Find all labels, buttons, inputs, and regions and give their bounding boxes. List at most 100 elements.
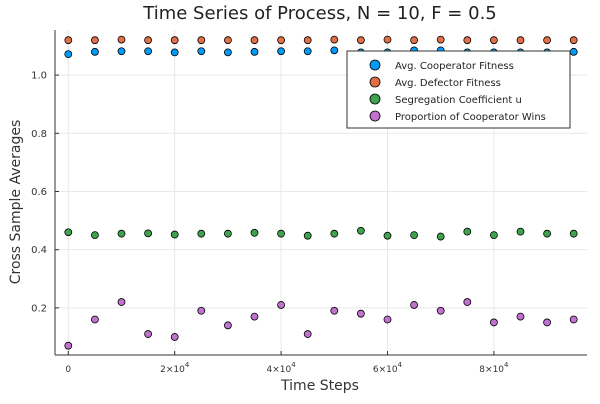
data-point [543,36,551,45]
data-point [463,298,472,306]
data-point [91,47,99,56]
series-2 [64,35,578,45]
data-point [91,231,99,240]
legend-items: Avg. Cooperator Fitness Avg. Defector Fit… [369,59,546,123]
data-point [463,36,472,45]
legend-marker [369,59,381,71]
series-4 [64,298,578,350]
legend-label: Segregation Coefficient u [395,95,522,106]
data-points [64,35,578,350]
x-tick-exponent: 4 [185,361,190,369]
data-point [489,318,498,327]
legend-marker [369,110,381,122]
x-axis-label: Time Steps [280,378,359,394]
axes [54,30,587,356]
data-point [330,306,339,315]
data-point [303,330,312,338]
data-point [277,301,286,309]
data-point [170,48,179,57]
data-point [64,341,73,350]
data-point [516,312,525,321]
data-point [489,36,498,45]
data-point [569,229,578,238]
data-point [330,35,339,44]
data-point [303,36,312,45]
x-tick-label: 2×104 [160,361,190,375]
data-point [223,48,232,57]
y-tick-label: 0.2 [31,303,47,314]
y-tick-label: 0.4 [31,245,47,256]
data-point [223,36,232,45]
legend-box [346,50,571,129]
data-point [197,306,206,315]
x-tick-exponent: 4 [398,361,403,369]
data-point [489,231,498,240]
data-point [197,229,206,238]
y-tick-labels: 0.2 0.4 0.6 0.8 1.0 [31,71,47,315]
data-point [383,231,392,240]
data-point [117,47,126,56]
data-point [356,226,365,235]
y-axis-label: Cross Sample Averages [8,120,24,285]
legend-marker [369,93,381,105]
data-point [569,315,578,324]
y-tick-label: 0.6 [31,187,47,198]
data-point [463,227,472,236]
data-point [170,230,179,239]
legend-item: Avg. Defector Fitness [369,76,501,89]
data-point [197,36,206,45]
chart-title: Time Series of Process, N = 10, F = 0.5 [142,3,497,24]
data-point [250,47,259,56]
x-tick-label: 8×104 [479,361,509,375]
data-point [64,36,73,45]
data-point [303,231,312,240]
data-point [223,321,232,330]
data-point [277,229,286,238]
data-point [356,36,365,45]
data-point [117,229,126,238]
data-point [410,301,419,309]
data-point [117,35,126,44]
data-point [277,36,286,45]
y-tick-label: 0.8 [31,129,47,140]
data-point [277,47,286,56]
x-tick-labels: 0 2×104 4×104 6×104 8×104 [65,361,509,375]
data-point [330,229,339,238]
x-tick-label: 6×104 [373,361,403,375]
data-point [223,229,232,238]
x-tick-exponent: 4 [504,361,509,369]
data-point [117,298,126,306]
data-point [170,36,179,45]
data-point [543,318,551,327]
legend-label: Avg. Cooperator Fitness [395,61,514,72]
legend-item: Proportion of Cooperator Wins [369,110,546,123]
data-point [91,36,99,45]
data-point [383,315,392,324]
data-point [410,231,419,240]
data-point [144,47,153,56]
data-point [569,47,578,56]
data-point [250,228,259,237]
data-point [144,229,153,238]
y-tick-label: 1.0 [31,71,47,82]
data-point [410,36,419,45]
data-point [383,35,392,44]
data-point [516,227,525,236]
legend: Avg. Cooperator Fitness Avg. Defector Fit… [346,50,571,129]
data-point [170,333,179,341]
data-point [64,228,73,237]
legend-marker [369,76,381,88]
data-point [516,36,525,45]
x-tick-label: 4×104 [266,361,296,375]
data-point [144,330,153,338]
data-point [250,312,259,321]
data-point [250,36,259,45]
data-point [436,232,445,241]
data-point [436,35,445,44]
data-point [91,315,99,324]
data-point [303,47,312,56]
series-3 [64,226,578,241]
data-point [64,50,73,59]
x-tick-label: 0 [65,365,71,375]
